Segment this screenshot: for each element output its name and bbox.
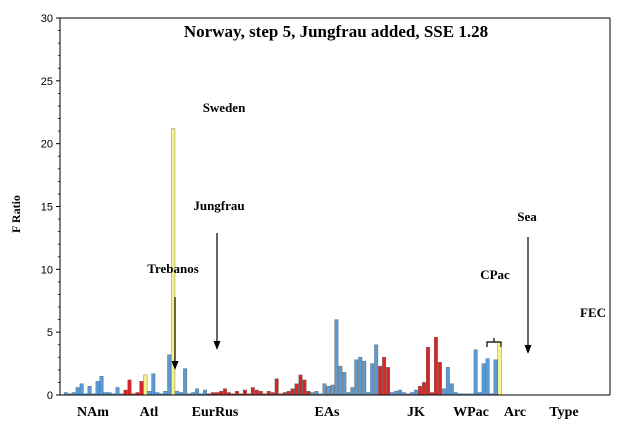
bar [386,367,391,396]
arrow-head [171,361,179,370]
group-label: NAm [77,405,109,420]
group-label: EAs [315,405,340,420]
bar [79,383,84,396]
bar [314,391,319,396]
bar [497,342,502,396]
bar [203,389,207,396]
group-label: Arc [504,405,526,420]
bar [445,367,450,396]
bar [75,387,80,396]
annotation-label: Jungfrau [193,198,244,213]
bar [195,388,200,396]
bar [223,388,227,396]
bar [350,387,355,396]
bar [167,354,172,396]
bar [163,391,168,396]
bar [370,363,375,396]
arrow-head [213,341,221,350]
bar [374,344,379,396]
bar [127,379,132,396]
bar [485,358,490,396]
annotation-label: CPac [480,267,510,282]
bar [473,349,478,396]
bar [362,360,367,396]
bar [433,337,438,396]
bar [183,368,188,396]
bar [449,383,454,396]
bar [234,391,239,396]
bar [286,391,291,396]
bar [219,391,223,396]
bar [294,383,299,396]
bar [151,373,156,396]
bar [302,379,307,396]
y-tick-label: 10 [41,264,53,276]
cpac-brace [486,338,502,347]
y-tick-label: 15 [41,202,53,214]
group-label: JK [407,405,425,420]
bar [258,391,263,396]
annotations: Sweden Jungfrau Trebanos CPac Sea FEC [147,100,606,370]
axes: 0 5 10 15 20 25 30 [41,13,611,402]
bar [250,387,255,396]
bar [326,386,331,396]
bar [441,388,446,396]
bar [147,391,152,396]
bar [342,372,347,396]
bar [123,389,128,396]
y-tick-label: 5 [47,327,53,339]
bar [99,375,104,396]
bar [254,389,259,396]
bar [358,357,363,396]
bar [322,383,327,396]
group-label: WPac [453,405,489,420]
group-labels: NAm Atl EurRus EAs JK WPac Arc Type [77,405,579,420]
bar [242,389,247,396]
bar [115,387,120,396]
y-tick-label: 20 [41,139,53,151]
bar [493,359,498,396]
chart-title: Norway, step 5, Jungfrau added, SSE 1.28 [184,22,488,41]
bar [330,384,335,396]
bar [414,389,418,396]
bar [266,391,271,396]
y-axis-label: F Ratio [9,195,23,233]
bar [274,378,279,396]
bar [481,363,486,396]
arrow-head [524,345,532,354]
group-label: EurRus [192,405,239,420]
bar [306,391,311,396]
y-tick-label: 0 [47,390,53,402]
group-label: Type [549,405,578,420]
bar [143,374,148,396]
bar [139,381,144,396]
bar [378,365,383,396]
bar [418,386,422,396]
bar [298,374,303,396]
annotation-label: Trebanos [147,261,199,276]
bar [354,359,359,396]
bar [398,389,402,396]
group-label: Atl [140,405,159,420]
annotation-label: Sea [517,209,537,224]
y-tick-label: 25 [41,76,53,88]
bar [87,386,92,396]
bar [382,357,387,396]
bar [334,319,339,396]
y-tick-label: 30 [41,13,53,25]
bar [175,391,180,396]
bar [338,365,343,396]
annotation-label: Sweden [203,100,246,115]
bar [394,391,399,396]
bar [437,362,442,396]
bar [290,388,295,396]
bar [422,382,426,396]
annotation-label: FEC [580,305,606,320]
bar [426,347,430,396]
bar [95,381,100,396]
